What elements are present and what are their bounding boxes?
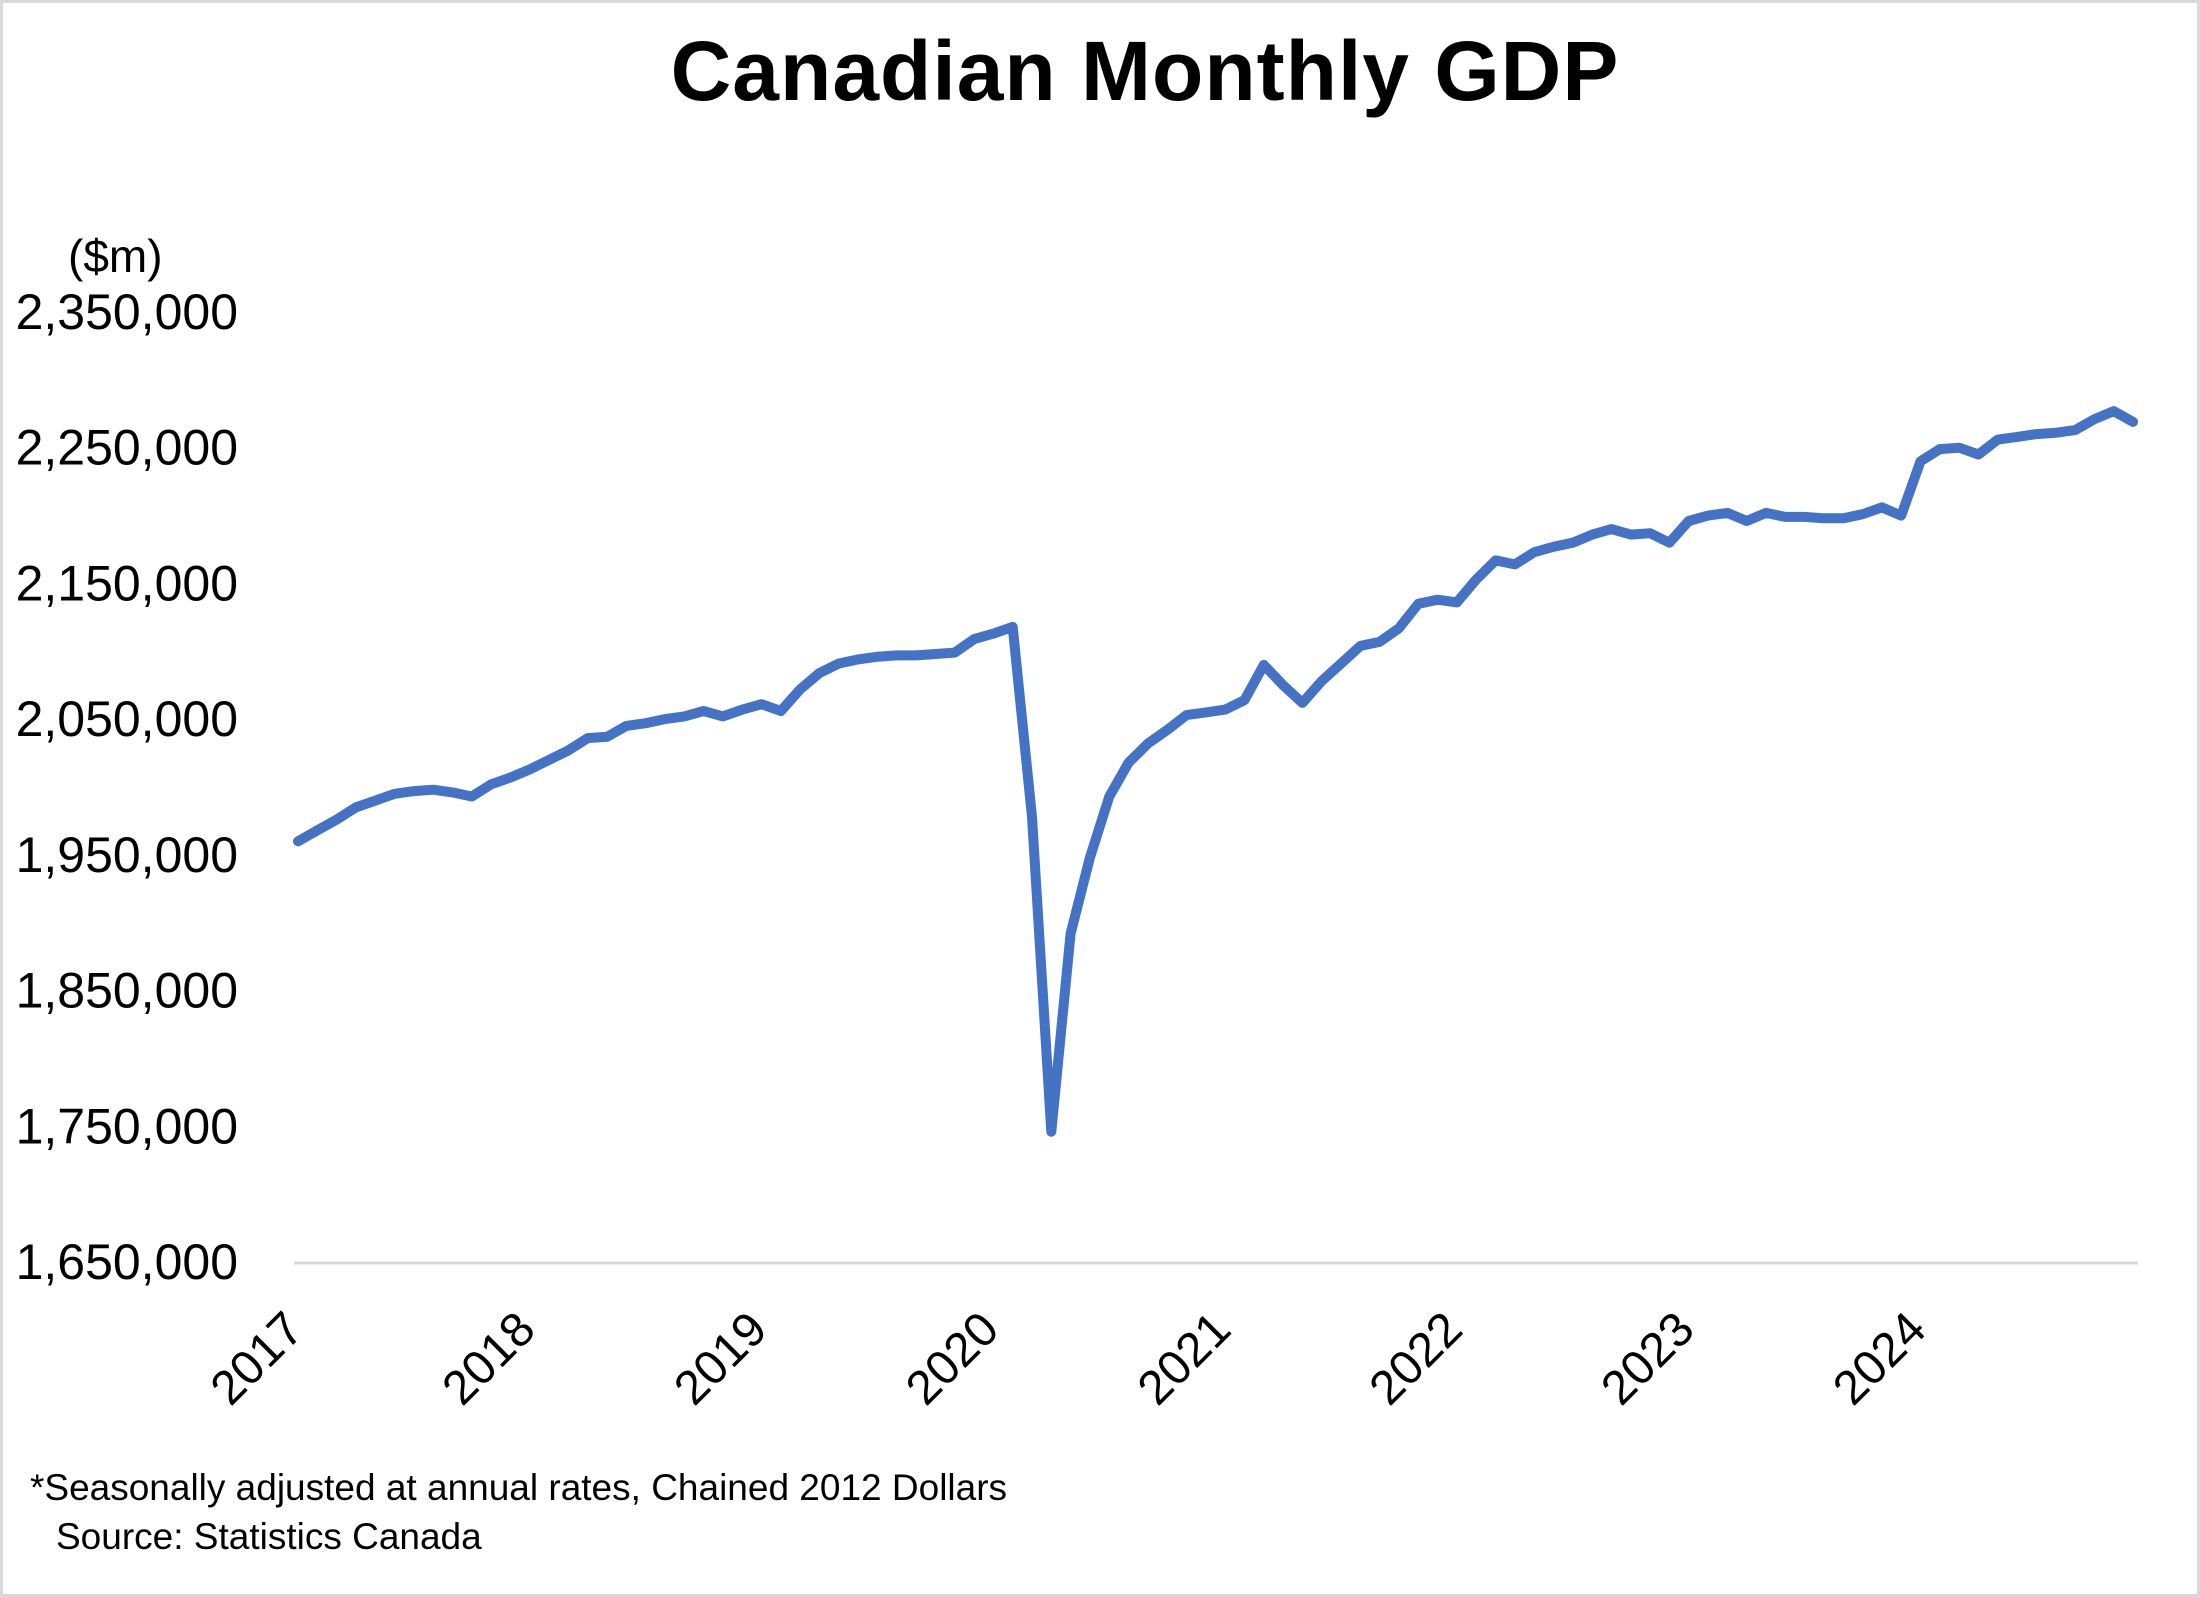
x-axis-year-label: 2018 <box>433 1302 546 1415</box>
x-axis-year-label: 2024 <box>1823 1302 1936 1415</box>
y-axis-tick-label: 2,150,000 <box>16 555 238 611</box>
x-axis-year-label: 2023 <box>1591 1302 1704 1415</box>
x-axis-year-label: 2017 <box>201 1302 314 1415</box>
y-axis-tick-label: 1,650,000 <box>16 1234 238 1290</box>
x-axis-year-label: 2021 <box>1128 1302 1241 1415</box>
y-axis-tick-labels: 2,350,000 2,250,000 2,150,000 2,050,000 1,95… <box>16 284 238 1290</box>
x-axis-year-labels: 2017 2018 2019 2020 2021 2022 2023 2024 <box>201 1302 1936 1415</box>
x-axis-year-label: 2020 <box>896 1302 1009 1415</box>
y-axis-tick-label: 1,750,000 <box>16 1098 238 1154</box>
y-axis-unit-label: ($m) <box>68 230 163 282</box>
y-axis-tick-label: 2,350,000 <box>16 284 238 340</box>
y-axis-tick-label: 2,250,000 <box>16 420 238 476</box>
y-axis-tick-label: 2,050,000 <box>16 691 238 747</box>
footnote-definition: *Seasonally adjusted at annual rates, Ch… <box>30 1467 1007 1508</box>
y-axis-tick-label: 1,950,000 <box>16 827 238 883</box>
x-axis-year-label: 2022 <box>1360 1302 1473 1415</box>
x-axis-year-label: 2019 <box>664 1302 777 1415</box>
footnote-source: Source: Statistics Canada <box>56 1516 482 1557</box>
y-axis-tick-label: 1,850,000 <box>16 963 238 1019</box>
chart-title: Canadian Monthly GDP <box>671 24 1620 118</box>
gdp-line-series <box>293 406 2138 1137</box>
